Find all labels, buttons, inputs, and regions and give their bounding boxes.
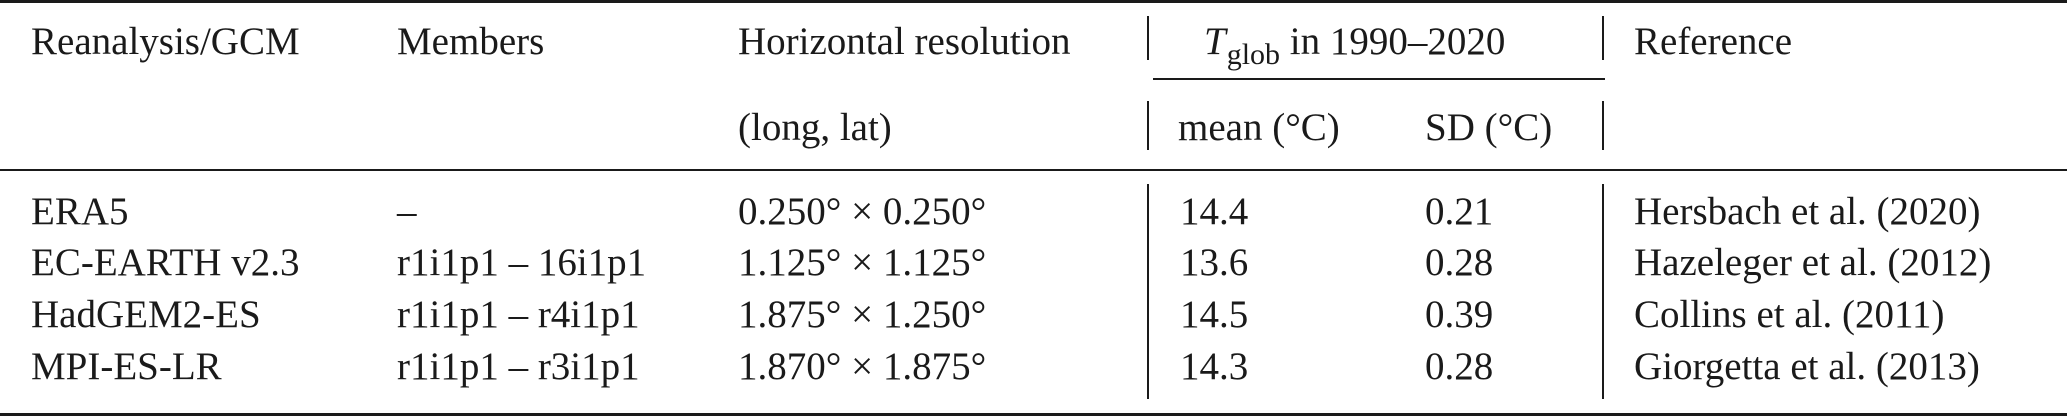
tglob-left-divider-body	[1147, 184, 1149, 399]
cell-model: EC-EARTH v2.3	[31, 241, 300, 284]
cell-resolution: 0.250° × 0.250°	[738, 190, 987, 233]
header-tglob-subscript: glob	[1226, 38, 1281, 71]
tglob-group-rule	[1153, 78, 1605, 80]
cell-sd: 0.28	[1425, 345, 1494, 388]
cell-sd: 0.39	[1425, 293, 1494, 336]
cell-reference: Collins et al. (2011)	[1634, 293, 1945, 336]
tglob-right-divider-body	[1602, 184, 1604, 399]
header-tglob-symbol: T	[1204, 20, 1226, 63]
table-header-rule	[0, 169, 2067, 171]
table-bottom-rule	[0, 413, 2067, 416]
cell-mean: 14.5	[1180, 293, 1249, 336]
cell-sd: 0.28	[1425, 241, 1494, 284]
header-mean: mean (°C)	[1178, 106, 1340, 149]
cell-model: ERA5	[31, 190, 129, 233]
header-tglob-period: in 1990–2020	[1289, 20, 1506, 63]
cell-members: r1i1p1 – 16i1p1	[397, 241, 647, 284]
cell-mean: 13.6	[1180, 241, 1249, 284]
cell-mean: 14.4	[1180, 190, 1249, 233]
cell-members: –	[397, 190, 417, 233]
cell-resolution: 1.125° × 1.125°	[738, 241, 987, 284]
tglob-right-divider-top	[1602, 16, 1604, 60]
header-resolution-units: (long, lat)	[738, 106, 892, 149]
tglob-left-divider-sub	[1147, 101, 1149, 150]
cell-resolution: 1.875° × 1.250°	[738, 293, 987, 336]
cell-sd: 0.21	[1425, 190, 1494, 233]
cell-model: HadGEM2-ES	[31, 293, 261, 336]
cell-mean: 14.3	[1180, 345, 1249, 388]
cell-members: r1i1p1 – r4i1p1	[397, 293, 640, 336]
cell-model: MPI-ES-LR	[31, 345, 222, 388]
header-members: Members	[397, 20, 545, 63]
cell-reference: Giorgetta et al. (2013)	[1634, 345, 1980, 388]
header-reference: Reference	[1634, 20, 1793, 63]
cell-resolution: 1.870° × 1.875°	[738, 345, 987, 388]
cell-reference: Hazeleger et al. (2012)	[1634, 241, 1992, 284]
header-tglob: Tglob in 1990–2020	[1204, 20, 1506, 70]
cell-members: r1i1p1 – r3i1p1	[397, 345, 640, 388]
tglob-left-divider-top	[1147, 16, 1149, 60]
header-model: Reanalysis/GCM	[31, 20, 300, 63]
tglob-right-divider-sub	[1602, 101, 1604, 150]
cell-reference: Hersbach et al. (2020)	[1634, 190, 1981, 233]
header-resolution: Horizontal resolution	[738, 20, 1071, 63]
header-sd: SD (°C)	[1425, 106, 1553, 149]
table-top-rule	[0, 0, 2067, 3]
